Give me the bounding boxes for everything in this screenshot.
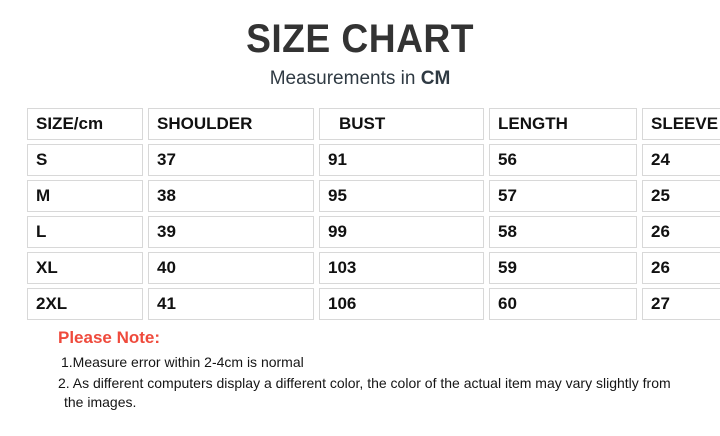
column-header-bust: BUST [319, 108, 484, 140]
cell-sleeve: 27 [642, 288, 720, 320]
subtitle-prefix: Measurements in [269, 68, 421, 89]
column-header-shoulder: SHOULDER [148, 108, 314, 140]
table-row: M 38 95 57 25 [27, 180, 720, 212]
note-item-1: 1.Measure error within 2-4cm is normal [61, 354, 304, 370]
table-row: L 39 99 58 26 [27, 216, 720, 248]
cell-bust: 99 [319, 216, 484, 248]
cell-size: M [27, 180, 143, 212]
notes-block: Please Note: 1.Measure error within 2-4c… [58, 328, 688, 412]
cell-shoulder: 41 [148, 288, 314, 320]
cell-shoulder: 40 [148, 252, 314, 284]
cell-size: S [27, 144, 143, 176]
table-row: 2XL 41 106 60 27 [27, 288, 720, 320]
cell-length: 58 [489, 216, 637, 248]
table-header-row: SIZE/cm SHOULDER BUST LENGTH SLEEVE [27, 108, 720, 140]
cell-bust: 103 [319, 252, 484, 284]
cell-sleeve: 26 [642, 252, 720, 284]
cell-bust: 91 [319, 144, 484, 176]
column-header-size: SIZE/cm [27, 108, 143, 140]
subtitle: Measurements in CM [0, 68, 720, 90]
table-row: XL 40 103 59 26 [27, 252, 720, 284]
cell-sleeve: 24 [642, 144, 720, 176]
size-table-container: SIZE/cm SHOULDER BUST LENGTH SLEEVE S 37… [27, 108, 720, 320]
note-item-2: 2. As different computers display a diff… [58, 375, 671, 410]
header-block: SIZE CHART Measurements in CM [0, 0, 720, 90]
column-header-sleeve: SLEEVE [642, 108, 720, 140]
cell-length: 59 [489, 252, 637, 284]
cell-size: 2XL [27, 288, 143, 320]
cell-sleeve: 25 [642, 180, 720, 212]
notes-heading: Please Note: [58, 328, 161, 347]
cell-length: 57 [489, 180, 637, 212]
cell-sleeve: 26 [642, 216, 720, 248]
cell-bust: 106 [319, 288, 484, 320]
column-header-length: LENGTH [489, 108, 637, 140]
table-row: S 37 91 56 24 [27, 144, 720, 176]
cell-bust: 95 [319, 180, 484, 212]
cell-size: L [27, 216, 143, 248]
page-title: SIZE CHART [246, 17, 474, 61]
size-table: SIZE/cm SHOULDER BUST LENGTH SLEEVE S 37… [22, 104, 720, 324]
cell-length: 60 [489, 288, 637, 320]
cell-size: XL [27, 252, 143, 284]
subtitle-unit: CM [420, 68, 451, 89]
cell-length: 56 [489, 144, 637, 176]
cell-shoulder: 37 [148, 144, 314, 176]
cell-shoulder: 38 [148, 180, 314, 212]
cell-shoulder: 39 [148, 216, 314, 248]
